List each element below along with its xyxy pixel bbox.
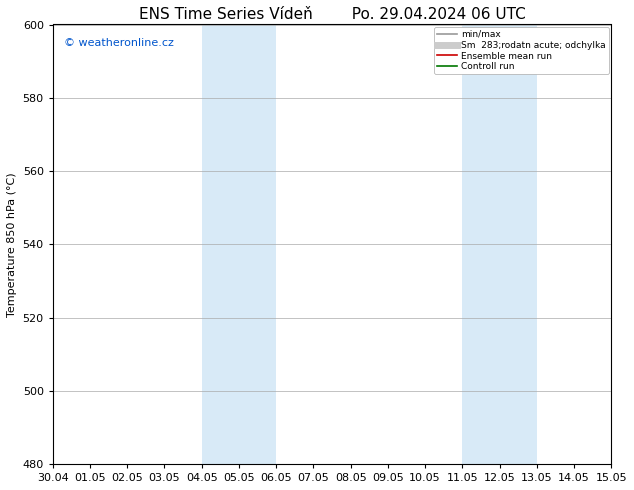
Y-axis label: Temperature 850 hPa (°C): Temperature 850 hPa (°C) <box>7 172 17 317</box>
Title: ENS Time Series Vídeň        Po. 29.04.2024 06 UTC: ENS Time Series Vídeň Po. 29.04.2024 06 … <box>139 7 526 22</box>
Text: © weatheronline.cz: © weatheronline.cz <box>64 38 174 48</box>
Legend: min/max, Sm  283;rodatn acute; odchylka, Ensemble mean run, Controll run: min/max, Sm 283;rodatn acute; odchylka, … <box>434 27 609 74</box>
Bar <box>202 24 276 464</box>
Bar <box>462 24 537 464</box>
